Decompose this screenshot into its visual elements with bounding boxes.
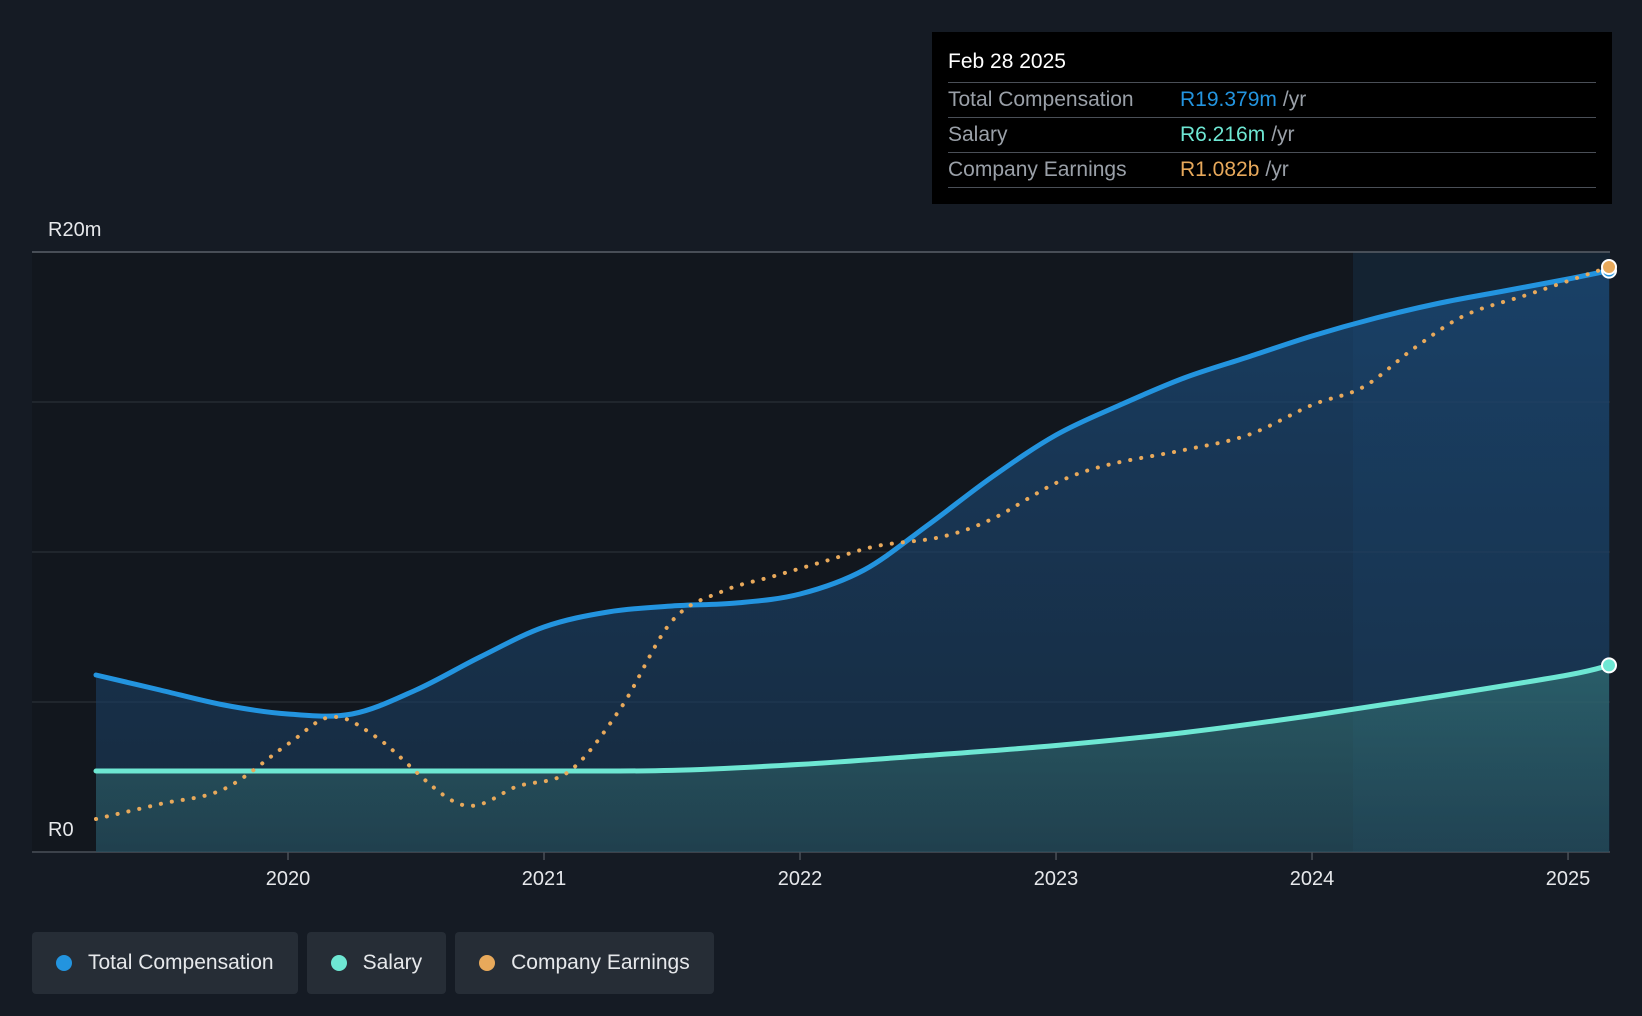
x-tick-label: 2024: [1290, 868, 1335, 890]
chart-legend: Total Compensation Salary Company Earnin…: [32, 932, 714, 994]
company-earnings-line: [94, 265, 1611, 821]
tooltip-value: R1.082b: [1180, 158, 1260, 181]
legend-dot-icon: [56, 955, 72, 971]
tooltip-panel: Feb 28 2025 Total Compensation R19.379m …: [932, 32, 1612, 204]
y-axis-top-label: R20m: [48, 219, 101, 241]
x-tick-label: 2021: [522, 868, 567, 890]
tooltip-row-company-earnings: Company Earnings R1.082b /yr: [948, 153, 1596, 188]
tooltip-row-salary: Salary R6.216m /yr: [948, 118, 1596, 153]
total-compensation-line: [93, 268, 1612, 719]
legend-item-company-earnings[interactable]: Company Earnings: [455, 932, 714, 994]
tooltip-label: Total Compensation: [948, 88, 1134, 111]
x-tick-label: 2020: [266, 868, 311, 890]
x-tick-label: 2022: [778, 868, 823, 890]
tooltip-label: Company Earnings: [948, 158, 1127, 181]
legend-label: Company Earnings: [511, 951, 690, 974]
legend-item-total-compensation[interactable]: Total Compensation: [32, 932, 298, 994]
legend-label: Salary: [362, 951, 423, 974]
tooltip-label: Salary: [948, 123, 1008, 146]
tooltip-unit: /yr: [1271, 123, 1295, 146]
x-tick-label: 2023: [1034, 868, 1079, 890]
tooltip-value: R6.216m: [1180, 123, 1266, 146]
tooltip-row-total-compensation: Total Compensation R19.379m /yr: [948, 83, 1596, 118]
total-compensation-area: [96, 270, 1609, 853]
legend-dot-icon: [479, 955, 496, 971]
salary-endpoint-marker[interactable]: [1601, 657, 1617, 674]
company-earnings-endpoint-marker[interactable]: [1601, 259, 1617, 275]
legend-dot-icon: [330, 955, 347, 971]
legend-label: Total Compensation: [88, 951, 274, 974]
y-axis-bottom-label: R0: [48, 819, 74, 841]
tooltip-date: Feb 28 2025: [948, 46, 1596, 83]
tooltip-unit: /yr: [1265, 158, 1289, 181]
legend-item-salary[interactable]: Salary: [306, 932, 447, 994]
x-tick-label: 2025: [1546, 868, 1591, 890]
tooltip-unit: /yr: [1282, 88, 1307, 111]
tooltip-value: R19.379m: [1180, 88, 1277, 111]
salary-line: [93, 662, 1612, 774]
